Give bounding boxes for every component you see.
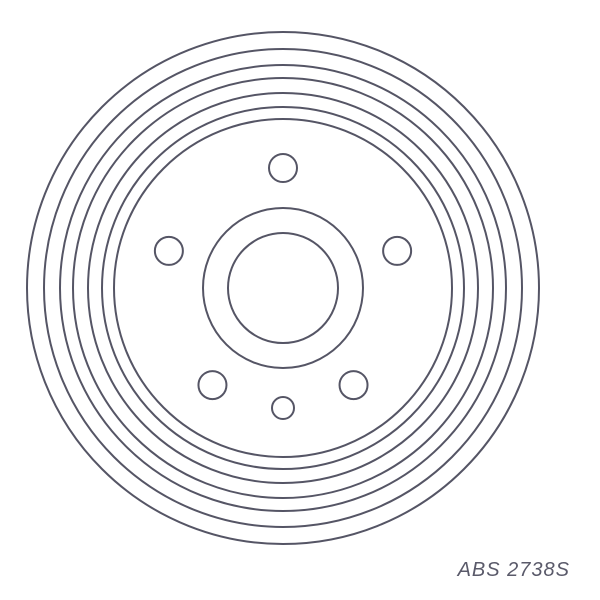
- bolt-hole-1: [383, 237, 411, 265]
- bolt-hole-4: [155, 237, 183, 265]
- outer-ring-1: [44, 49, 522, 527]
- part-label: ABS 2738S: [458, 559, 570, 582]
- bolt-hole-2: [340, 371, 368, 399]
- outer-ring-5: [102, 107, 464, 469]
- aux-hole: [272, 397, 294, 419]
- hub-bore-circle: [228, 233, 338, 343]
- part-number-text: 2738S: [507, 559, 570, 581]
- brand-text: ABS: [458, 559, 501, 581]
- outer-ring-4: [88, 93, 478, 483]
- brake-drum-diagram: [0, 0, 600, 600]
- drawing-canvas: ABS 2738S: [0, 0, 600, 600]
- outer-ring-3: [73, 78, 493, 498]
- outer-ring-6: [114, 119, 452, 457]
- outer-ring-2: [60, 65, 506, 511]
- bolt-hole-3: [198, 371, 226, 399]
- outer-ring-0: [27, 32, 539, 544]
- bolt-hole-0: [269, 154, 297, 182]
